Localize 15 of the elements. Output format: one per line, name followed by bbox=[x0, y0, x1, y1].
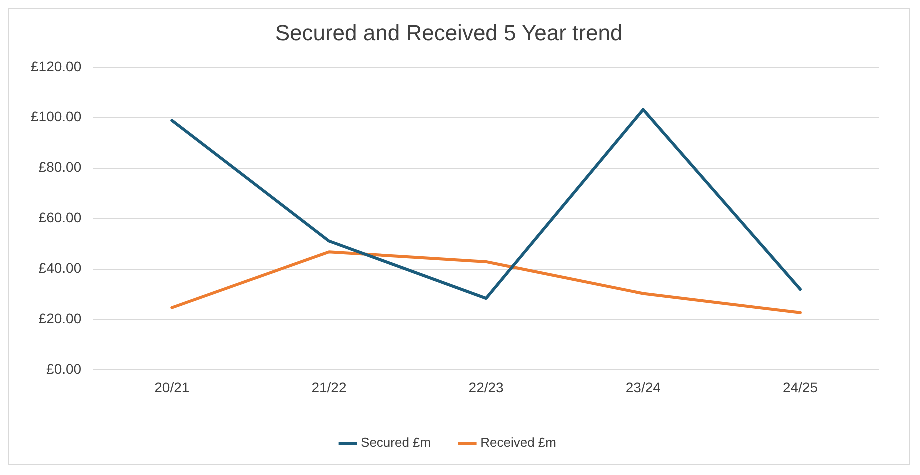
y-tick-label: £100.00 bbox=[30, 108, 82, 125]
x-tick-label: 22/23 bbox=[468, 379, 504, 396]
y-tick-label: £20.00 bbox=[38, 310, 82, 327]
x-tick-label: 24/25 bbox=[782, 379, 818, 396]
y-tick-label: £60.00 bbox=[38, 210, 82, 226]
x-tick-label: 21/22 bbox=[312, 379, 347, 396]
legend-label: Secured £m bbox=[361, 435, 432, 450]
legend-label: Received £m bbox=[480, 435, 556, 450]
y-tick-label: £0.00 bbox=[46, 361, 82, 378]
y-tick-label: £120.00 bbox=[30, 58, 82, 74]
x-tick-label: 23/24 bbox=[626, 379, 662, 396]
y-tick-label: £40.00 bbox=[38, 260, 82, 276]
chart-title: Secured and Received 5 Year trend bbox=[275, 20, 623, 46]
x-tick-label: 20/21 bbox=[154, 379, 190, 396]
y-tick-label: £80.00 bbox=[38, 159, 82, 176]
